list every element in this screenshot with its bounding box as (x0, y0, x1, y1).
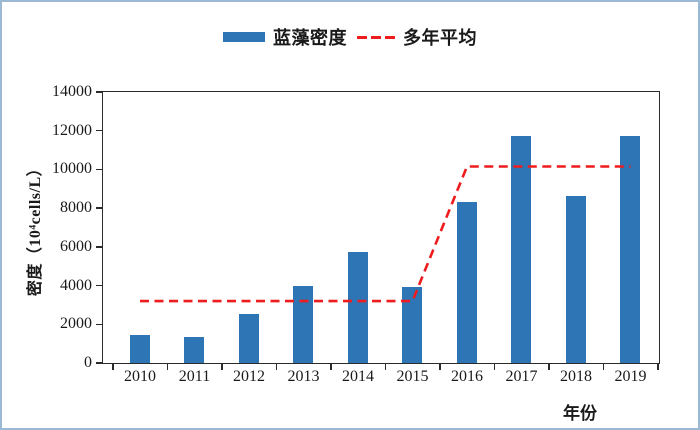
x-tick-label-2015: 2015 (396, 368, 429, 385)
y-tick-label: 0 (84, 354, 92, 371)
y-axis-tick (95, 168, 102, 171)
legend-bar-label: 蓝藻密度 (273, 28, 347, 48)
x-axis-tick (439, 364, 441, 370)
y-tick-label: 14000 (52, 83, 92, 100)
x-tick-label-2010: 2010 (124, 368, 156, 385)
y-axis-tick (95, 91, 102, 93)
bar-2018 (565, 196, 586, 363)
y-axis-tick (95, 246, 102, 248)
bar-2014 (347, 252, 368, 363)
x-tick-label-2014: 2014 (342, 368, 374, 385)
x-tick-label-2018: 2018 (560, 368, 592, 385)
y-tick-label: 6000 (60, 237, 92, 255)
y-axis-tick (95, 362, 102, 364)
bar-2015 (402, 287, 422, 363)
x-tick-label-2019: 2019 (614, 368, 647, 385)
x-tick-label-2013: 2013 (287, 368, 320, 385)
x-axis-tick (493, 364, 495, 370)
legend-dashed-line-swatch (357, 35, 395, 39)
x-axis-tick (657, 364, 659, 370)
bar-2017 (511, 136, 531, 363)
x-axis-tick (112, 364, 114, 370)
y-axis-tick (95, 129, 102, 132)
y-axis-tick (95, 284, 102, 287)
x-tick-label-2016: 2016 (451, 368, 483, 385)
average-line-series (139, 164, 630, 302)
x-axis-title: 年份 (563, 404, 597, 423)
y-tick-label: 8000 (60, 199, 92, 217)
y-tick-label: 2000 (60, 315, 92, 333)
average-dashed-line (139, 164, 630, 302)
y-axis-tick (95, 207, 102, 209)
legend: 蓝藻密度 多年平均 (223, 24, 477, 50)
x-axis-tick (275, 364, 277, 370)
y-tick-label: 10000 (52, 160, 92, 178)
bar-2010 (129, 335, 150, 363)
x-axis-tick (548, 364, 550, 370)
plot-area (101, 90, 660, 364)
x-axis-tick (221, 364, 223, 370)
x-tick-label-2011: 2011 (178, 368, 211, 385)
x-axis-tick (384, 364, 386, 370)
x-tick-label-2012: 2012 (233, 368, 265, 385)
x-axis-tick (166, 364, 168, 370)
x-axis-tick (602, 364, 604, 370)
y-tick-label: 4000 (60, 276, 92, 294)
bar-2013 (293, 286, 313, 363)
bar-2019 (620, 136, 640, 363)
legend-bar-swatch (223, 32, 265, 42)
bar-2016 (456, 201, 477, 363)
x-axis-tick (330, 364, 332, 370)
y-tick-label: 12000 (52, 121, 92, 139)
bar-2011 (184, 337, 204, 363)
y-axis-tick (95, 323, 102, 326)
bar-2012 (238, 314, 259, 363)
legend-line-label: 多年平均 (403, 28, 477, 48)
x-tick-label-2017: 2017 (505, 368, 538, 385)
